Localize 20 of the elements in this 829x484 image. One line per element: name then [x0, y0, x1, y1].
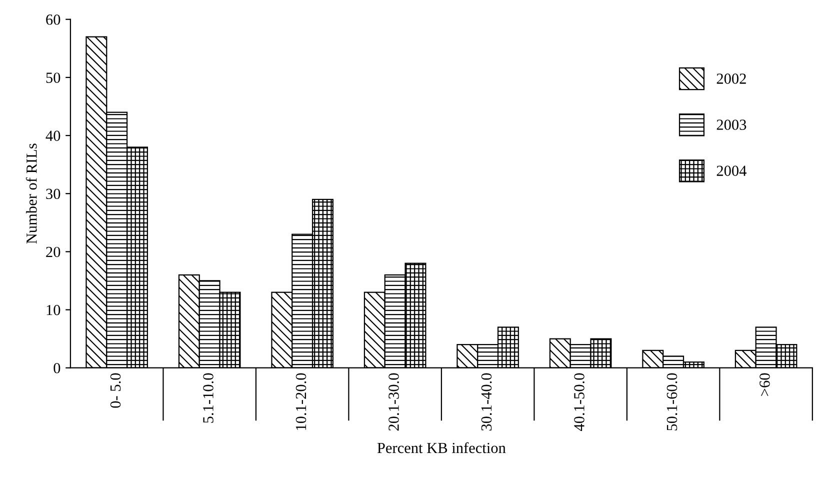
x-tick-label: 50.1-60.0 [666, 373, 678, 430]
legend-label: 2004 [716, 166, 746, 176]
x-tick-label: >60 [760, 373, 770, 396]
x-tick-label: 0- 5.0 [110, 373, 121, 408]
y-tick-label: 60 [46, 14, 60, 25]
y-tick-label: 50 [46, 72, 60, 83]
x-tick-label: 20.1-30.0 [388, 373, 399, 431]
x-tick-label: 40.1-50.0 [574, 373, 584, 431]
y-tick-label: 40 [46, 130, 60, 141]
legend-label: 2003 [716, 120, 746, 130]
x-tick-label: 10.1-20.0 [296, 373, 306, 430]
y-tick-label: 0 [54, 362, 60, 374]
y-tick-label: 20 [46, 246, 60, 258]
x-tick-label: 5.1-10.0 [203, 373, 214, 423]
x-tick-label: 30.1-40.0 [481, 373, 492, 431]
x-axis-title: Percent KB infection [377, 442, 506, 454]
legend-label: 2002 [716, 74, 746, 84]
y-tick-label: 30 [46, 188, 60, 200]
y-axis-title: Number of RILs [26, 144, 37, 244]
y-tick-label: 10 [46, 304, 60, 316]
